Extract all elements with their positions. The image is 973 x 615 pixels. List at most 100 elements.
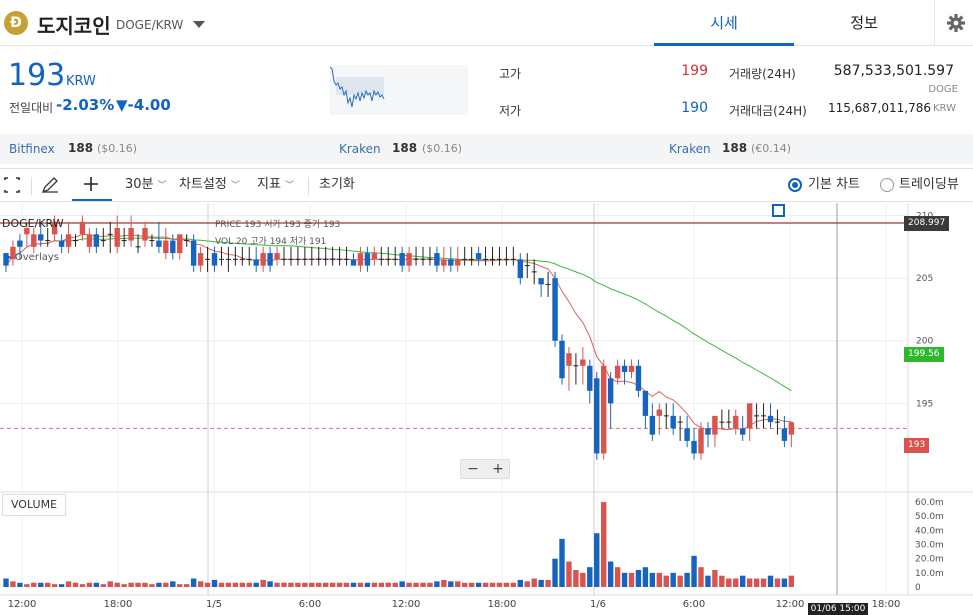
volume-bar	[413, 582, 419, 587]
candle-body	[434, 253, 440, 266]
volume-bar	[670, 572, 676, 587]
high-label: 고가	[499, 67, 522, 81]
volume-bar	[24, 584, 30, 587]
coin-header: Ð 도지코인 DOGE/KRW 시세 정보	[0, 0, 973, 46]
tab-info[interactable]: 정보	[850, 14, 878, 32]
time-tick-label: 18:00	[488, 599, 517, 610]
candle-body	[475, 253, 482, 260]
candle-body	[441, 259, 447, 266]
exchange-converted-price: (€0.14)	[751, 142, 792, 155]
zoom-out-button[interactable]: −	[467, 461, 479, 477]
candle-body	[371, 253, 378, 260]
candle-body	[65, 234, 72, 247]
volume-bar	[274, 582, 280, 587]
basic-chart-radio[interactable]	[788, 178, 802, 192]
candle-body	[566, 353, 572, 366]
chart-marker-square[interactable]	[772, 204, 785, 217]
time-tick-label: 1/5	[206, 599, 222, 610]
draw-tool-button[interactable]	[38, 169, 62, 201]
volume-bar	[746, 578, 753, 587]
candle-body	[455, 259, 461, 266]
candle-body	[781, 428, 788, 441]
volume-bar	[427, 582, 433, 587]
volume-bar	[38, 582, 44, 587]
interval-select[interactable]: 30분 ﹀	[125, 169, 167, 201]
crosshair-time-label: 01/06 15:00	[808, 603, 868, 615]
play-icon: ▶	[4, 252, 12, 263]
low-label: 저가	[499, 104, 522, 118]
moving-average-short	[5, 233, 792, 431]
amount-unit: KRW	[933, 103, 956, 114]
volume-bar	[698, 567, 704, 587]
volume-bar	[45, 582, 51, 587]
volume-bar	[726, 578, 732, 587]
basic-chart-label[interactable]: 기본 차트	[808, 177, 860, 192]
volume-bar	[677, 575, 683, 587]
volume-bar	[663, 575, 669, 587]
volume-bar	[503, 582, 510, 587]
overlays-toggle[interactable]: ▶ Overlays	[4, 252, 59, 263]
time-tick-label: 12:00	[8, 599, 37, 610]
coin-pair[interactable]: DOGE/KRW	[116, 18, 184, 32]
volume-bar	[93, 582, 100, 587]
candle-body	[58, 240, 65, 247]
volume-bar	[559, 538, 565, 587]
volume-24h-value: 587,533,501.597	[833, 63, 954, 79]
mini-price-chart	[329, 65, 468, 115]
fullscreen-button[interactable]	[2, 169, 22, 201]
crosshair-tool-button[interactable]	[72, 169, 112, 201]
indicators-menu[interactable]: 지표 ﹀	[257, 169, 294, 201]
volume-bar	[163, 582, 169, 587]
settings-button[interactable]	[934, 0, 973, 46]
volume-bar	[142, 582, 148, 587]
reset-button[interactable]: 초기화	[319, 177, 355, 192]
volume-bar	[79, 584, 86, 587]
volume-bar	[621, 572, 628, 587]
candlestick-chart-svg[interactable]: 21020520019560.0m50.0m40.0m30.0m20.0m10.…	[0, 203, 973, 615]
time-tick-label: 18:00	[104, 599, 133, 610]
candle-body	[448, 259, 454, 266]
candle-body	[51, 221, 58, 235]
price-chart[interactable]: 21020520019560.0m50.0m40.0m30.0m20.0m10.…	[0, 203, 973, 615]
indicators-label: 지표	[257, 177, 281, 192]
trading-view-label[interactable]: 트레이딩뷰	[899, 177, 959, 192]
volume-bar	[774, 578, 781, 587]
volume-bar	[17, 582, 23, 587]
gear-icon	[947, 14, 965, 32]
volume-bar	[580, 572, 586, 587]
volume-bar	[218, 582, 225, 587]
candle-body	[691, 440, 697, 454]
volume-bar	[149, 584, 155, 587]
volume-bar	[350, 582, 357, 587]
dogecoin-logo-icon: Ð	[4, 11, 28, 35]
exchange-name[interactable]: Kraken	[669, 142, 711, 156]
candle-body	[31, 234, 37, 247]
volume-bar	[587, 567, 593, 587]
volume-bar	[190, 578, 197, 587]
trading-view-radio[interactable]	[880, 178, 894, 192]
candle-body	[601, 365, 607, 454]
volume-bar	[705, 575, 711, 587]
price-tick-label: 200	[916, 337, 933, 347]
candle-body	[142, 228, 148, 241]
price-tick-label: 205	[916, 274, 933, 284]
zoom-in-button[interactable]: +	[492, 461, 504, 477]
volume-bar	[177, 584, 183, 587]
zoom-control: − +	[460, 459, 510, 479]
coin-name[interactable]: 도지코인	[37, 14, 111, 38]
moving-average-long	[5, 237, 792, 392]
tab-quote[interactable]: 시세	[654, 0, 794, 46]
exchange-name[interactable]: Bitfinex	[9, 142, 55, 156]
pencil-icon	[41, 177, 58, 194]
amount-24h-value: 115,687,011,786	[827, 101, 931, 115]
candle-body	[274, 253, 280, 260]
volume-bar	[601, 502, 607, 587]
volume-bar	[573, 570, 579, 587]
exchange-name[interactable]: Kraken	[339, 142, 381, 156]
interval-value: 30분	[125, 177, 154, 192]
chevron-down-icon[interactable]	[193, 21, 205, 28]
chart-settings-menu[interactable]: 차트설정 ﹀	[179, 169, 240, 201]
candle-body	[253, 259, 259, 266]
volume-bar	[204, 582, 211, 587]
volume-bar	[712, 570, 718, 587]
